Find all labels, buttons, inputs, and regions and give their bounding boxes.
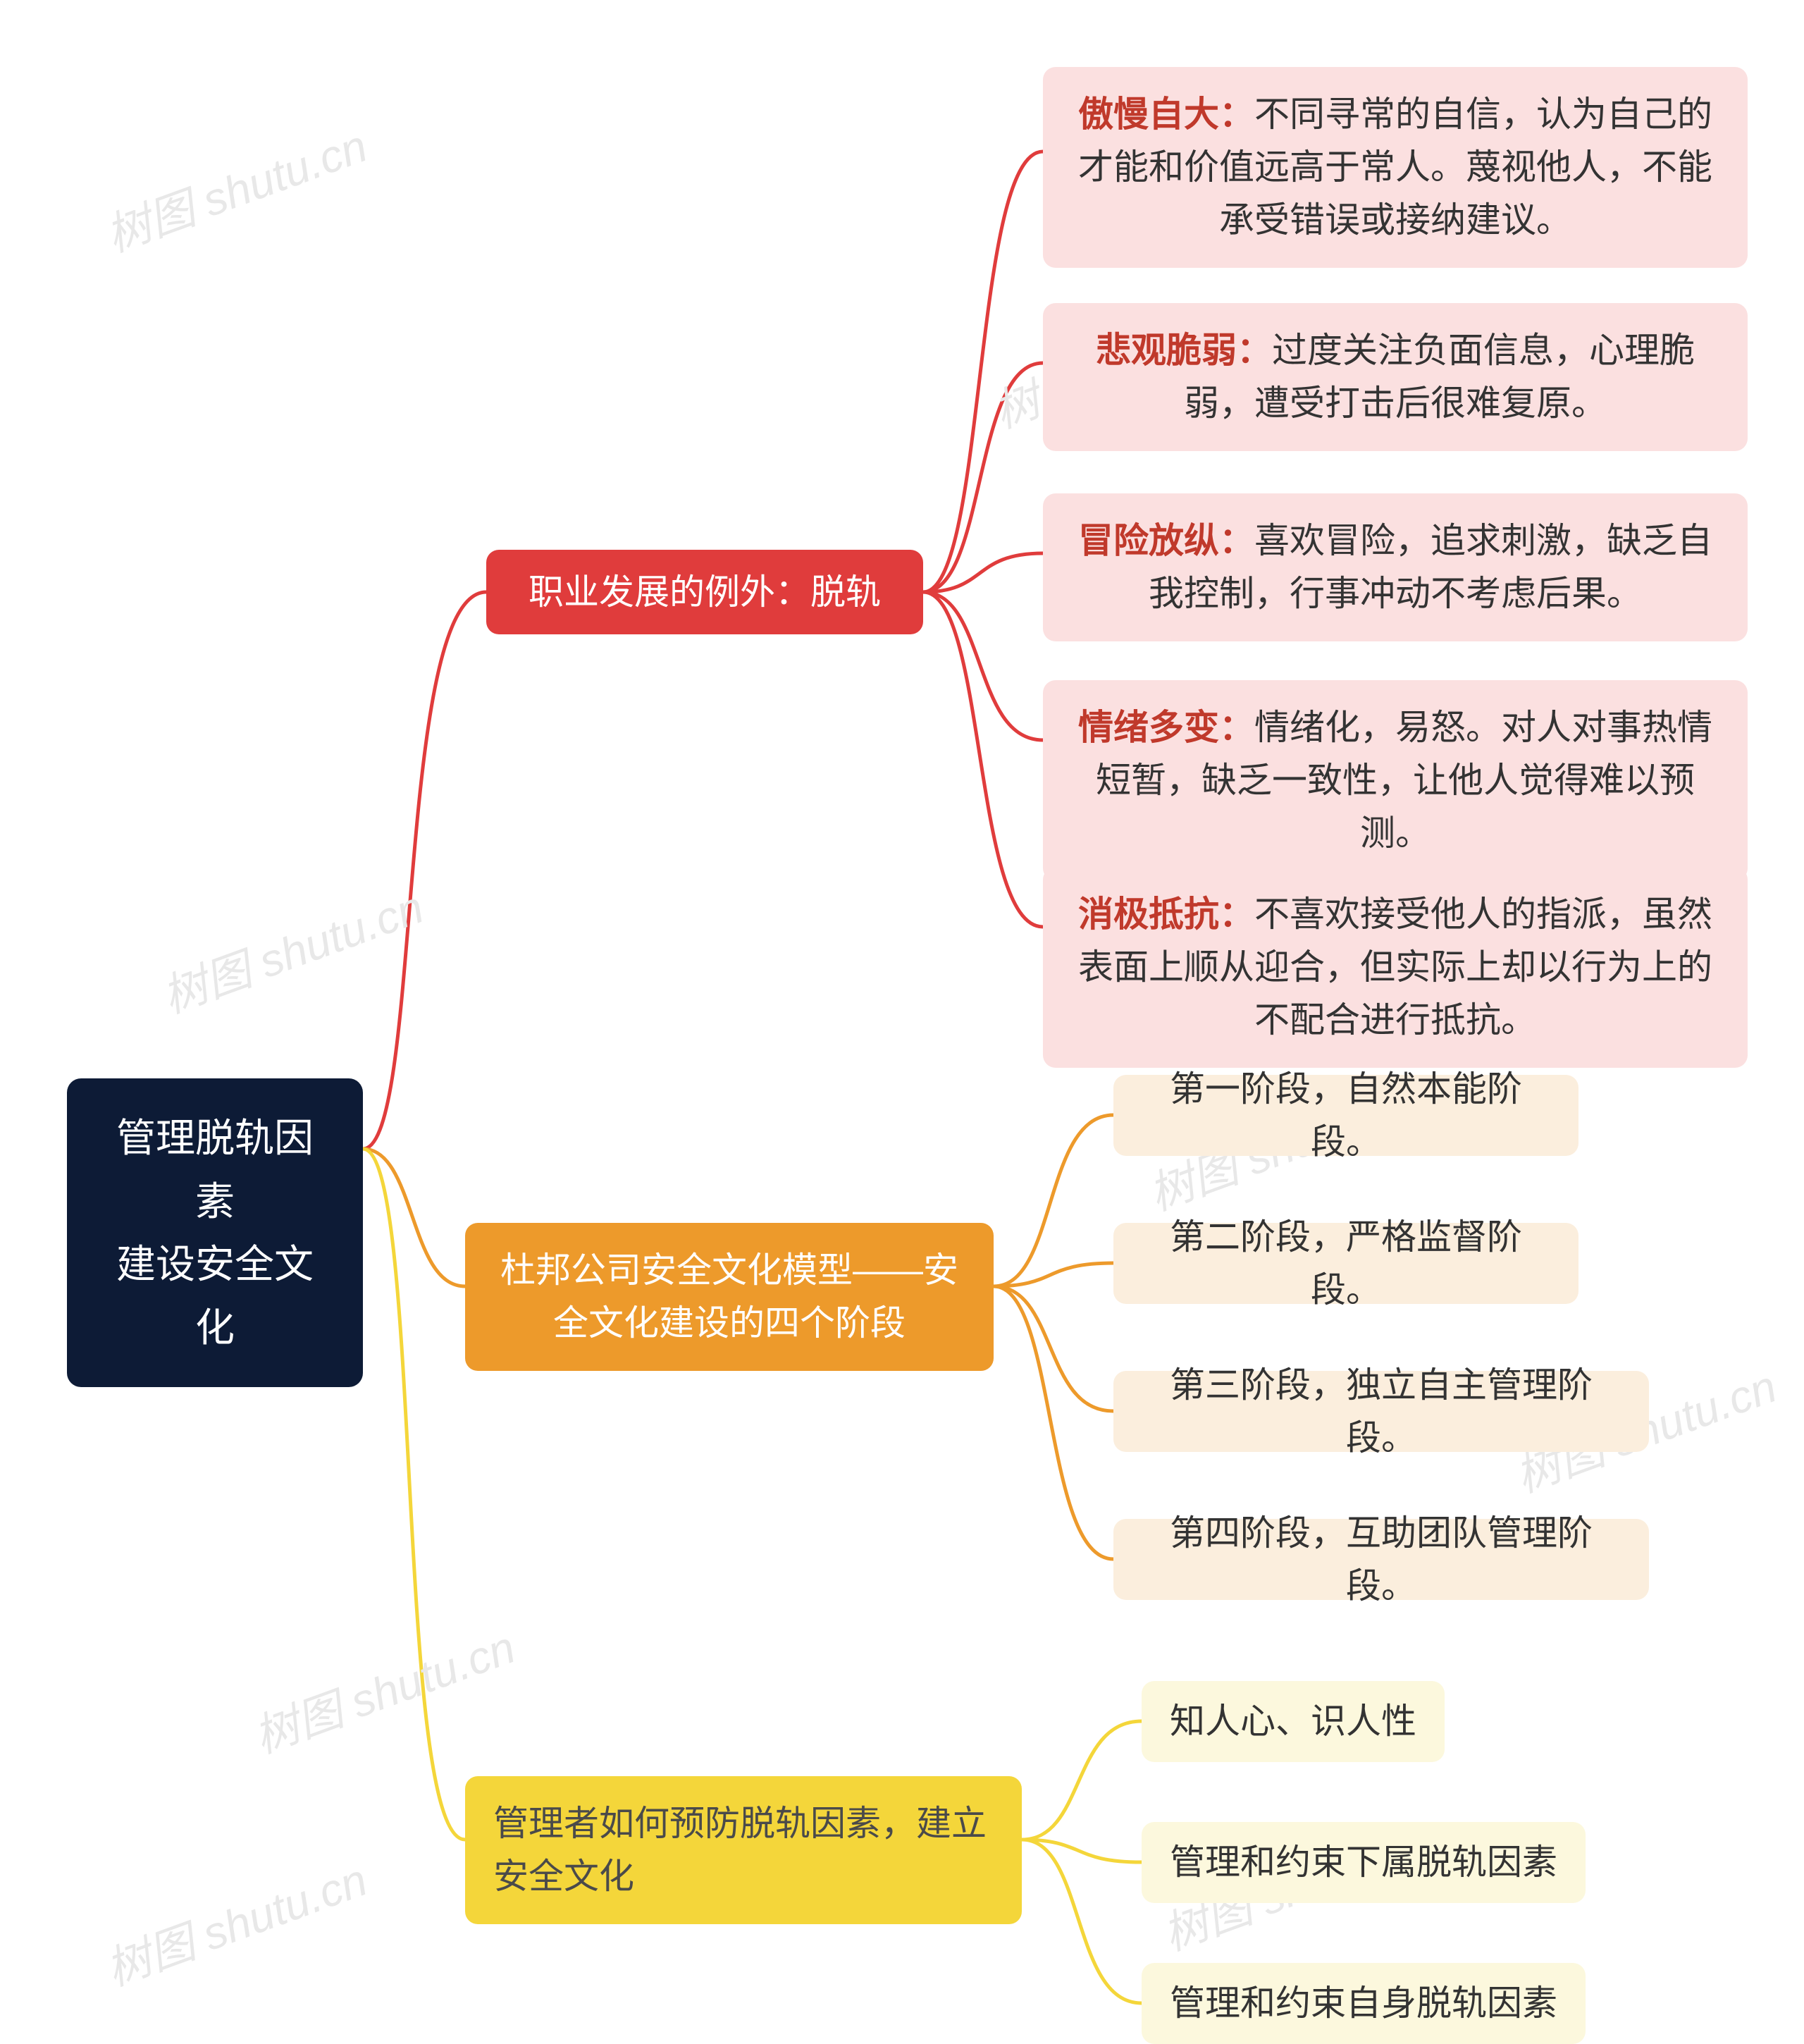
branch2-line2: 全文化建设的四个阶段 <box>500 1297 958 1350</box>
root-line2: 建设安全文化 <box>102 1233 328 1359</box>
leaf-know-people[interactable]: 知人心、识人性 <box>1142 1681 1445 1762</box>
leaf-text: 第一阶段，自然本能阶段。 <box>1142 1063 1550 1169</box>
leaf-manage-subordinates[interactable]: 管理和约束下属脱轨因素 <box>1142 1822 1586 1903</box>
leaf-bold: 悲观脆弱： <box>1096 331 1272 370</box>
leaf-bold: 傲慢自大： <box>1078 94 1254 134</box>
leaf-bold: 冒险放纵： <box>1078 521 1254 560</box>
branch3-line2: 安全文化 <box>493 1850 987 1903</box>
leaf-passive[interactable]: 消极抵抗：不喜欢接受他人的指派，虽然表面上顺从迎合，但实际上却以行为上的不配合进… <box>1043 867 1748 1068</box>
leaf-text: 第三阶段，独立自主管理阶段。 <box>1142 1359 1621 1465</box>
leaf-pessimism[interactable]: 悲观脆弱：过度关注负面信息，心理脆弱，遭受打击后很难复原。 <box>1043 303 1748 451</box>
branch-managers[interactable]: 管理者如何预防脱轨因素，建立 安全文化 <box>465 1776 1022 1924</box>
watermark: 树图 shutu.cn <box>244 1611 523 1766</box>
branch-label: 职业发展的例外：脱轨 <box>529 566 881 619</box>
watermark: 树图 shutu.cn <box>96 1844 375 1998</box>
root-line1: 管理脱轨因素 <box>102 1107 328 1233</box>
leaf-stage3[interactable]: 第三阶段，独立自主管理阶段。 <box>1113 1371 1649 1452</box>
branch-dupont[interactable]: 杜邦公司安全文化模型——安 全文化建设的四个阶段 <box>465 1223 994 1371</box>
leaf-bold: 消极抵抗： <box>1078 894 1254 934</box>
leaf-risktaking[interactable]: 冒险放纵：喜欢冒险，追求刺激，缺乏自我控制，行事冲动不考虑后果。 <box>1043 493 1748 641</box>
leaf-bold: 情绪多变： <box>1078 708 1254 747</box>
leaf-text: 第二阶段，严格监督阶段。 <box>1142 1211 1550 1317</box>
leaf-text: 管理和约束自身脱轨因素 <box>1170 1977 1557 2030</box>
branch2-line1: 杜邦公司安全文化模型——安 <box>500 1244 958 1297</box>
leaf-stage4[interactable]: 第四阶段，互助团队管理阶段。 <box>1113 1519 1649 1600</box>
leaf-stage2[interactable]: 第二阶段，严格监督阶段。 <box>1113 1223 1578 1304</box>
leaf-text: 知人心、识人性 <box>1170 1695 1416 1748</box>
watermark: 树图 shutu.cn <box>152 871 431 1026</box>
watermark: 树图 shutu.cn <box>96 110 375 264</box>
leaf-volatile[interactable]: 情绪多变：情绪化，易怒。对人对事热情短暂，缺乏一致性，让他人觉得难以预测。 <box>1043 680 1748 881</box>
branch3-line1: 管理者如何预防脱轨因素，建立 <box>493 1797 987 1850</box>
leaf-text: 管理和约束下属脱轨因素 <box>1170 1836 1557 1889</box>
leaf-arrogance[interactable]: 傲慢自大：不同寻常的自信，认为自己的才能和价值远高于常人。蔑视他人，不能承受错误… <box>1043 67 1748 268</box>
leaf-text: 第四阶段，互助团队管理阶段。 <box>1142 1507 1621 1613</box>
leaf-manage-self[interactable]: 管理和约束自身脱轨因素 <box>1142 1963 1586 2044</box>
branch-derailment[interactable]: 职业发展的例外：脱轨 <box>486 550 923 634</box>
root-node[interactable]: 管理脱轨因素 建设安全文化 <box>67 1078 363 1387</box>
leaf-stage1[interactable]: 第一阶段，自然本能阶段。 <box>1113 1075 1578 1156</box>
